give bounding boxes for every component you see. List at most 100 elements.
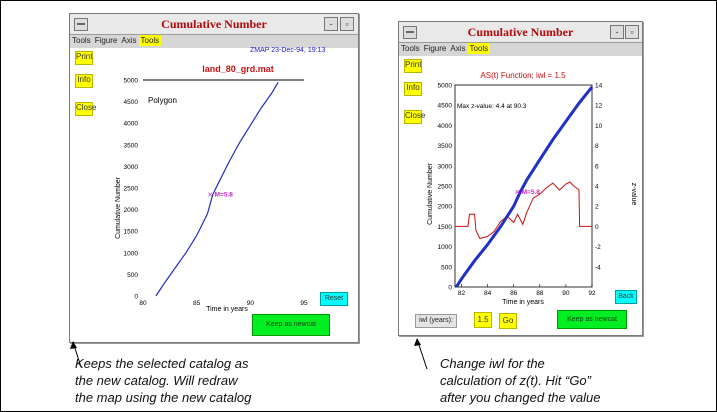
x-tick-label: 80 (139, 300, 147, 307)
iwl-label: iwl (years): (415, 314, 457, 328)
y2-tick-label: 12 (595, 103, 603, 110)
x-tick-label: 86 (510, 290, 518, 297)
y-tick-label: 1500 (438, 224, 453, 231)
y-tick-label: 500 (127, 272, 138, 279)
menu-axis[interactable]: Axis (450, 44, 466, 53)
caption-line: calculation of z(t). Hit “Go” (440, 373, 591, 388)
x-tick-label: 90 (247, 300, 255, 307)
back-button[interactable]: Back (615, 290, 637, 304)
x-axis-label: Time in years (206, 306, 248, 313)
right-titlebar: Cumulative Number - ▫ (399, 22, 642, 43)
left-caption: Keeps the selected catalog as the new ca… (75, 355, 251, 406)
y-axis-label: Cumulative Number (427, 162, 434, 225)
window-menu-icon[interactable] (403, 26, 417, 39)
date-stamp: ZMAP 23-Dec-94, 19:13 (250, 47, 326, 54)
caption-line: Change iwl for the (440, 356, 545, 371)
y2-tick-label: -2 (595, 244, 601, 251)
x-tick-label: 84 (484, 290, 492, 297)
z-value-curve (455, 181, 592, 240)
caption-line: the map using the new catalog (75, 390, 252, 405)
cumulative-curve (455, 86, 594, 288)
y-tick-label: 3500 (124, 142, 139, 149)
menu-tools-highlight[interactable]: Tools (467, 43, 491, 54)
y2-tick-label: 0 (595, 224, 599, 231)
y-tick-label: 3000 (438, 163, 453, 170)
y-tick-label: 0 (448, 285, 452, 292)
y-tick-label: 4000 (124, 121, 139, 128)
chart-title: AS(t) Function; iwl = 1.5 (480, 71, 566, 80)
window-menu-icon[interactable] (74, 18, 88, 31)
info-button[interactable]: Info (75, 74, 93, 88)
y-tick-label: 5000 (124, 78, 139, 85)
iwl-input[interactable]: 1.5 (474, 312, 492, 328)
menu-tools-highlight[interactable]: Tools (138, 35, 162, 46)
marker-x: × (515, 187, 520, 197)
menu-figure[interactable]: Figure (94, 36, 118, 45)
right-caption: Change iwl for the calculation of z(t). … (440, 355, 600, 406)
left-menubar: Tools Figure Axis Tools (70, 35, 358, 48)
right-menubar: Tools Figure Axis Tools (399, 43, 642, 56)
y-tick-label: 1000 (124, 250, 139, 257)
caption-line: the new catalog. Will redraw (75, 373, 238, 388)
y2-tick-label: 2 (595, 204, 599, 211)
maximize-icon[interactable]: ▫ (340, 17, 354, 31)
menu-tools[interactable]: Tools (401, 44, 420, 53)
caption-line: after you changed the value (440, 390, 601, 405)
close-button[interactable]: Close (75, 102, 96, 116)
y-axis-label: Cumulative Number (115, 176, 122, 239)
x-tick-label: 85 (193, 300, 201, 307)
y-tick-label: 4500 (124, 99, 139, 106)
cumulative-curve (155, 81, 279, 297)
left-window: Cumulative Number - ▫ Tools Figure Axis Too… (69, 13, 359, 343)
right-window: Cumulative Number - ▫ Tools Figure Axis Too… (398, 21, 643, 336)
plot-area (454, 84, 593, 288)
y-tick-label: 5000 (438, 83, 453, 90)
y2-tick-label: 6 (595, 163, 599, 170)
right-window-title: Cumulative Number (467, 25, 574, 39)
caption-line: Keeps the selected catalog as (75, 356, 249, 371)
chart-title: land_80_grd.mat (202, 64, 274, 74)
x-tick-label: 95 (300, 300, 308, 307)
menu-tools[interactable]: Tools (72, 36, 91, 45)
y-tick-label: 500 (441, 264, 452, 271)
y2-tick-label: 14 (595, 83, 603, 90)
y2-axis-label: z-value (630, 183, 637, 206)
keep-as-newcat-button[interactable]: Keep as newcat (252, 314, 330, 336)
minimize-icon[interactable]: - (610, 25, 624, 39)
reset-button[interactable]: Reset (320, 292, 348, 306)
menu-axis[interactable]: Axis (121, 36, 137, 45)
y-tick-label: 1000 (438, 244, 453, 251)
marker-x: × (208, 189, 213, 199)
maximize-icon[interactable]: ▫ (625, 25, 639, 39)
keep-as-newcat-button[interactable]: Keep as newcat (557, 310, 627, 329)
info-button[interactable]: Info (404, 82, 422, 96)
marker-label: M=5.8 (522, 189, 541, 196)
y-tick-label: 4000 (438, 123, 453, 130)
x-tick-label: 82 (458, 290, 466, 297)
y-tick-label: 1500 (124, 229, 139, 236)
max-z-annotation: Max z-value: 4.4 at 90.3 (457, 103, 527, 110)
x-tick-label: 88 (536, 290, 544, 297)
left-chart: land_80_grd.mat Polygon Cumulative Numbe… (115, 64, 308, 313)
print-button[interactable]: Print (404, 59, 422, 73)
left-titlebar: Cumulative Number - ▫ (70, 14, 358, 35)
y2-tick-label: 10 (595, 123, 603, 130)
y-tick-label: 2000 (438, 204, 453, 211)
close-button[interactable]: Close (404, 110, 425, 124)
left-window-title: Cumulative Number (161, 17, 267, 31)
menu-figure[interactable]: Figure (423, 44, 447, 53)
x-tick-label: 90 (562, 290, 570, 297)
y-tick-label: 2500 (124, 186, 139, 193)
x-axis-label: Time in years (502, 299, 544, 306)
y-tick-label: 2000 (124, 207, 139, 214)
y-tick-label: 2500 (438, 184, 453, 191)
x-tick-label: 92 (588, 290, 596, 297)
minimize-icon[interactable]: - (324, 17, 338, 31)
go-button[interactable]: Go (499, 313, 517, 329)
y2-tick-label: 4 (595, 184, 599, 191)
y-tick-label: 4500 (438, 103, 453, 110)
y2-tick-label: 8 (595, 143, 599, 150)
print-button[interactable]: Print (75, 51, 93, 65)
right-chart: AS(t) Function; iwl = 1.5 Max z-value: 4… (427, 71, 637, 306)
polygon-label: Polygon (148, 96, 177, 105)
